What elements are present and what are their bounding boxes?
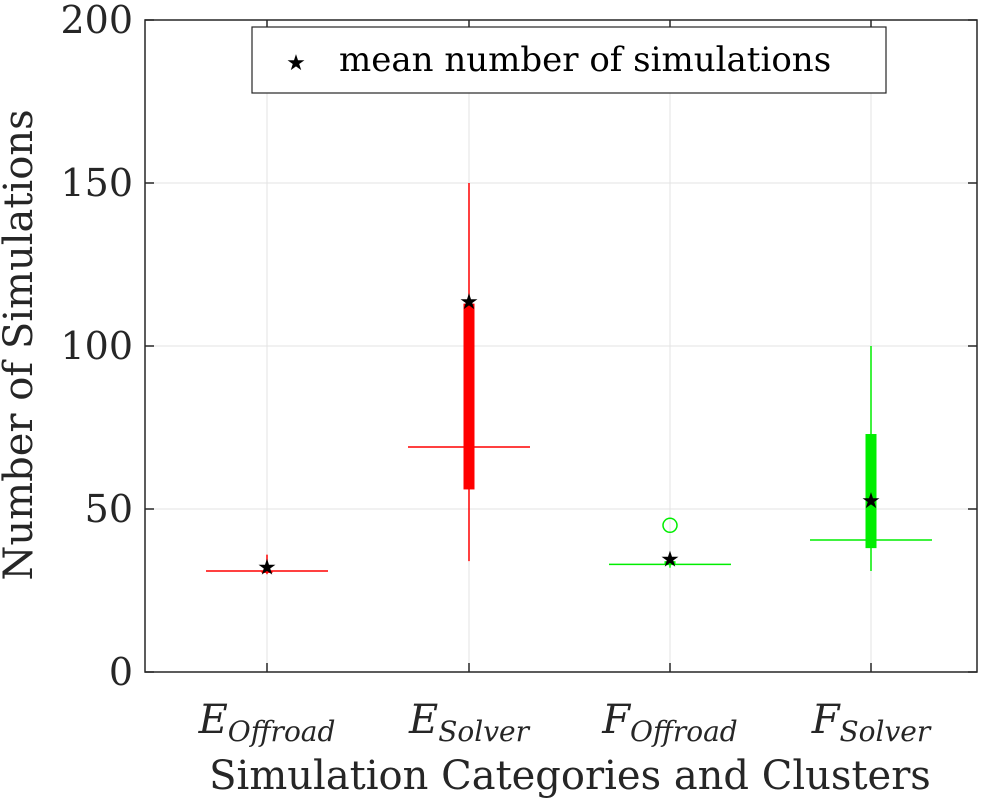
mean-marker: ★ bbox=[660, 548, 680, 573]
x-tick-label: ESolver bbox=[408, 697, 531, 748]
mean-marker: ★ bbox=[861, 489, 881, 514]
box-iqr bbox=[261, 570, 273, 573]
y-axis-ticks: 0 50 100 150 200 bbox=[60, 0, 977, 694]
box-iqr bbox=[865, 434, 877, 549]
x-tick-label-sub: Solver bbox=[438, 715, 530, 748]
legend-label: mean number of simulations bbox=[339, 40, 831, 80]
x-tick-label: EOffroad bbox=[198, 697, 336, 748]
y-tick-label: 100 bbox=[60, 324, 133, 368]
x-tick-label-main: E bbox=[408, 697, 438, 743]
y-tick-label: 150 bbox=[60, 161, 133, 205]
x-tick-label-sub: Offroad bbox=[630, 715, 738, 748]
legend-marker-icon: ★ bbox=[286, 51, 306, 76]
y-tick-label: 200 bbox=[60, 0, 133, 42]
x-tick-label-sub: Solver bbox=[839, 715, 931, 748]
y-tick-label: 50 bbox=[85, 487, 133, 531]
box-series: ★ ★ ★ ★ bbox=[206, 183, 932, 581]
y-axis-label: Number of Simulations bbox=[0, 109, 42, 580]
x-tick-label: FSolver bbox=[811, 697, 932, 748]
x-tick-label-main: F bbox=[811, 697, 841, 743]
x-tick-label-sub: Offroad bbox=[228, 715, 336, 748]
x-axis-label: Simulation Categories and Clusters bbox=[209, 753, 931, 799]
box-iqr bbox=[664, 561, 676, 565]
outlier-point bbox=[662, 517, 678, 534]
x-tick-label-main: F bbox=[601, 697, 631, 743]
legend-box bbox=[251, 26, 887, 94]
y-tick-label: 0 bbox=[109, 650, 133, 694]
mean-marker: ★ bbox=[257, 556, 277, 581]
legend: ★ mean number of simulations bbox=[251, 26, 887, 94]
x-tick-label-main: E bbox=[198, 697, 228, 743]
x-axis-ticks: EOffroad ESolver FOffroad FSolver bbox=[198, 20, 932, 748]
mean-marker: ★ bbox=[459, 290, 479, 315]
box-iqr bbox=[463, 303, 475, 490]
x-tick-label: FOffroad bbox=[601, 697, 737, 748]
